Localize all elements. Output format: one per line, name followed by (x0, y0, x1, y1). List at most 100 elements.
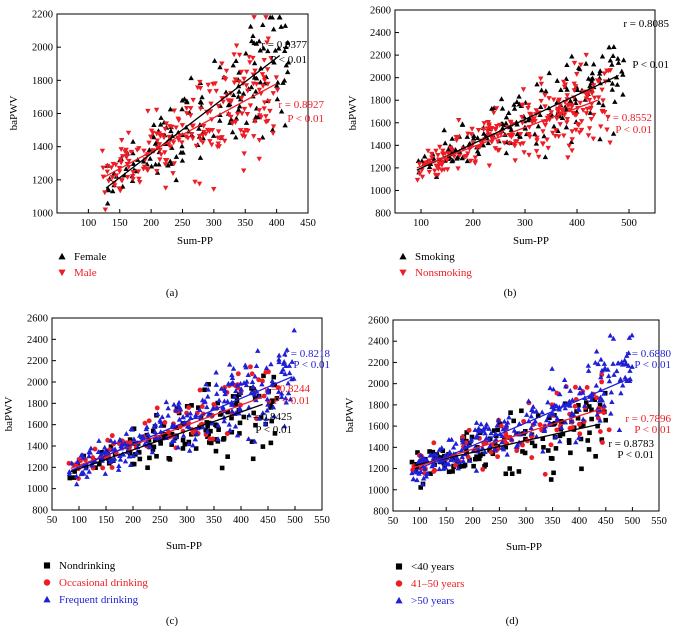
data-point (196, 133, 203, 139)
data-point (69, 460, 75, 466)
data-point (283, 44, 289, 49)
data-point (601, 366, 608, 372)
data-point (109, 433, 115, 439)
data-point (161, 135, 167, 141)
data-point (607, 332, 613, 338)
data-point (183, 106, 190, 111)
data-point (507, 119, 514, 125)
x-tick-label: 200 (125, 515, 141, 526)
data-point (236, 52, 243, 58)
data-point (521, 418, 527, 424)
data-point (626, 335, 633, 340)
y-tick-label: 1000 (370, 186, 391, 197)
data-point (424, 470, 430, 476)
data-point (264, 396, 271, 402)
y-tick-label: 1400 (32, 142, 53, 153)
data-point (606, 378, 613, 384)
data-point (96, 438, 102, 443)
r-value-label: r = 0.8425 (246, 411, 292, 423)
data-point (261, 106, 267, 112)
data-point (450, 469, 455, 474)
data-point (279, 394, 285, 400)
data-point (123, 154, 130, 160)
data-point (446, 461, 452, 467)
data-point (227, 427, 233, 433)
chart-panel-c: 50 100 150 200 250 300 350 400 450 500 550 800 1000 1… (3, 314, 330, 628)
data-point (120, 183, 126, 189)
data-point (536, 154, 542, 160)
data-point (74, 459, 81, 464)
data-point (230, 365, 237, 371)
legend-marker (399, 252, 407, 260)
data-point (501, 140, 508, 146)
data-point (627, 368, 633, 373)
data-point (154, 169, 160, 174)
data-point (93, 465, 98, 470)
data-point (261, 57, 267, 63)
data-point (171, 108, 177, 114)
data-point (416, 171, 423, 177)
data-point (551, 405, 557, 411)
x-tick-label: 50 (47, 515, 58, 526)
data-point (563, 124, 570, 130)
data-point (529, 407, 535, 412)
data-point (529, 120, 536, 126)
data-point (236, 79, 242, 85)
data-point (261, 75, 267, 80)
data-point (128, 149, 135, 155)
data-point (520, 449, 525, 454)
data-point (241, 76, 247, 82)
data-point (605, 114, 611, 120)
data-point (560, 79, 567, 85)
data-point (236, 69, 242, 75)
data-point (226, 112, 232, 118)
data-point (215, 439, 221, 444)
data-point (261, 78, 268, 83)
data-point (157, 157, 163, 163)
data-point (213, 88, 219, 94)
data-point (230, 62, 236, 68)
data-point (215, 436, 221, 442)
scatter-points (409, 332, 635, 490)
data-point (472, 427, 478, 433)
data-point (229, 129, 236, 135)
data-point (257, 47, 263, 53)
x-axis-label: Sum-PP (177, 235, 213, 247)
data-point (152, 435, 159, 441)
data-point (456, 464, 462, 470)
data-point (503, 150, 510, 156)
data-point (238, 69, 245, 75)
data-point (147, 455, 152, 461)
data-point (619, 68, 625, 74)
data-point (83, 465, 89, 471)
legend-marker (395, 596, 403, 604)
data-point (495, 417, 502, 423)
data-point (156, 142, 163, 148)
data-point (577, 100, 583, 106)
data-point (475, 127, 482, 133)
data-point (245, 372, 251, 377)
data-point (557, 391, 563, 397)
data-point (136, 450, 142, 455)
data-point (243, 50, 249, 56)
data-point (611, 371, 617, 377)
data-point (556, 134, 562, 140)
data-point (276, 352, 282, 358)
data-point (540, 142, 546, 147)
data-point (278, 390, 285, 396)
data-point (614, 368, 620, 374)
data-point (268, 361, 274, 367)
data-point (609, 61, 615, 67)
data-point (235, 371, 241, 377)
data-point (468, 132, 475, 138)
data-point (567, 402, 573, 408)
data-point (516, 469, 522, 474)
data-point (596, 70, 603, 76)
data-point (201, 129, 207, 135)
data-point (534, 135, 540, 141)
data-point (509, 436, 515, 442)
data-point (169, 422, 176, 428)
data-point (276, 14, 283, 20)
data-point (589, 407, 594, 413)
data-point (116, 169, 123, 175)
